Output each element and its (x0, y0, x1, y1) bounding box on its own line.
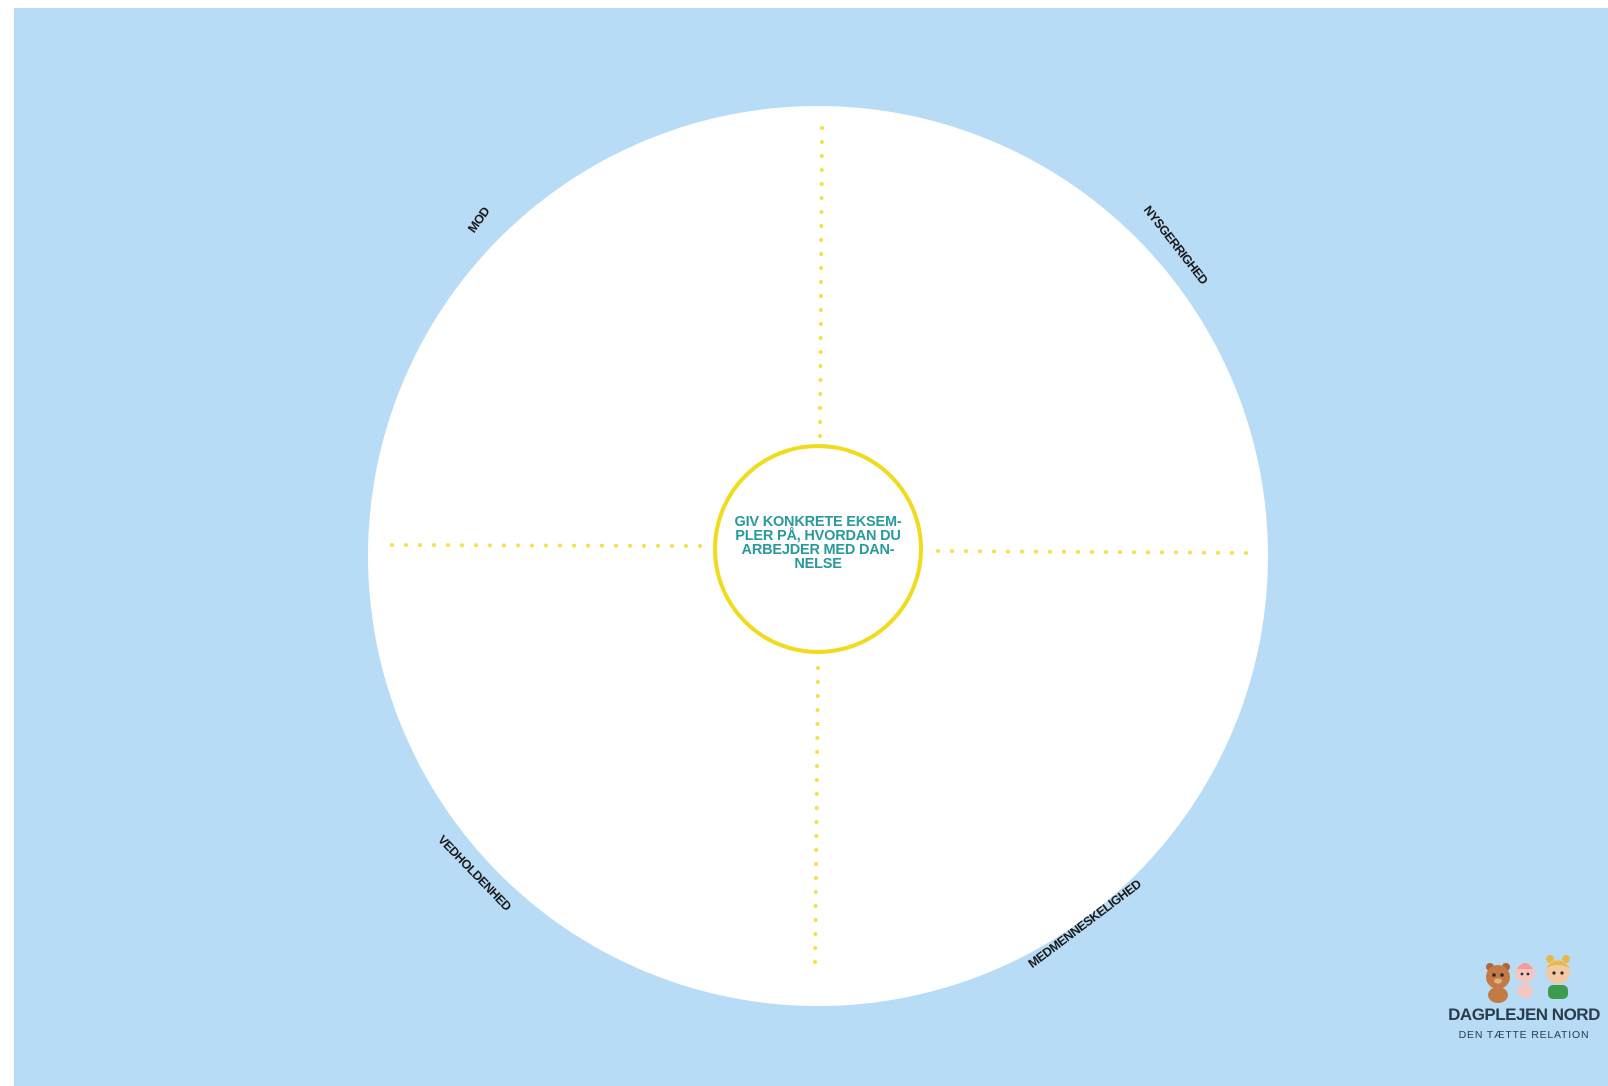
logo-figures (1486, 955, 1570, 1003)
teddy-bear-icon (1486, 963, 1510, 1003)
logo-tagline: DEN TÆTTE RELATION (1458, 1029, 1590, 1041)
center-ring (713, 444, 923, 654)
dagplejen-nord-logo: DAGPLEJEN NORD DEN TÆTTE RELATION (1444, 945, 1604, 1055)
center-question: GIV KONKRETE EKSEM- PLER PÅ, HVORDAN DU … (734, 514, 902, 572)
divider-left (390, 543, 702, 548)
logo-name: DAGPLEJEN NORD (1448, 1005, 1600, 1024)
baby-icon (1515, 963, 1535, 998)
divider-bottom (813, 666, 820, 970)
child-icon (1546, 955, 1570, 999)
